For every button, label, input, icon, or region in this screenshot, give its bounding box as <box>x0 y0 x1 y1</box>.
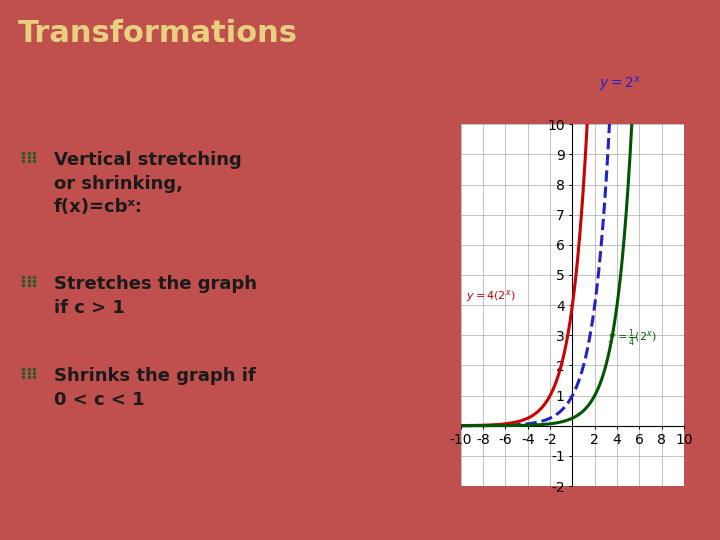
Text: $y = 2^x$: $y = 2^x$ <box>599 76 642 94</box>
Text: $y = 4(2^x)$: $y = 4(2^x)$ <box>467 288 516 304</box>
Text: $y = \frac{1}{4}(2^x)$: $y = \frac{1}{4}(2^x)$ <box>608 327 657 349</box>
Text: Shrinks the graph if
0 < c < 1: Shrinks the graph if 0 < c < 1 <box>54 367 256 409</box>
Text: Stretches the graph
if c > 1: Stretches the graph if c > 1 <box>54 275 257 317</box>
Text: Transformations: Transformations <box>18 19 298 48</box>
Text: Vertical stretching
or shrinking,
f(x)=cbˣ:: Vertical stretching or shrinking, f(x)=c… <box>54 151 242 217</box>
